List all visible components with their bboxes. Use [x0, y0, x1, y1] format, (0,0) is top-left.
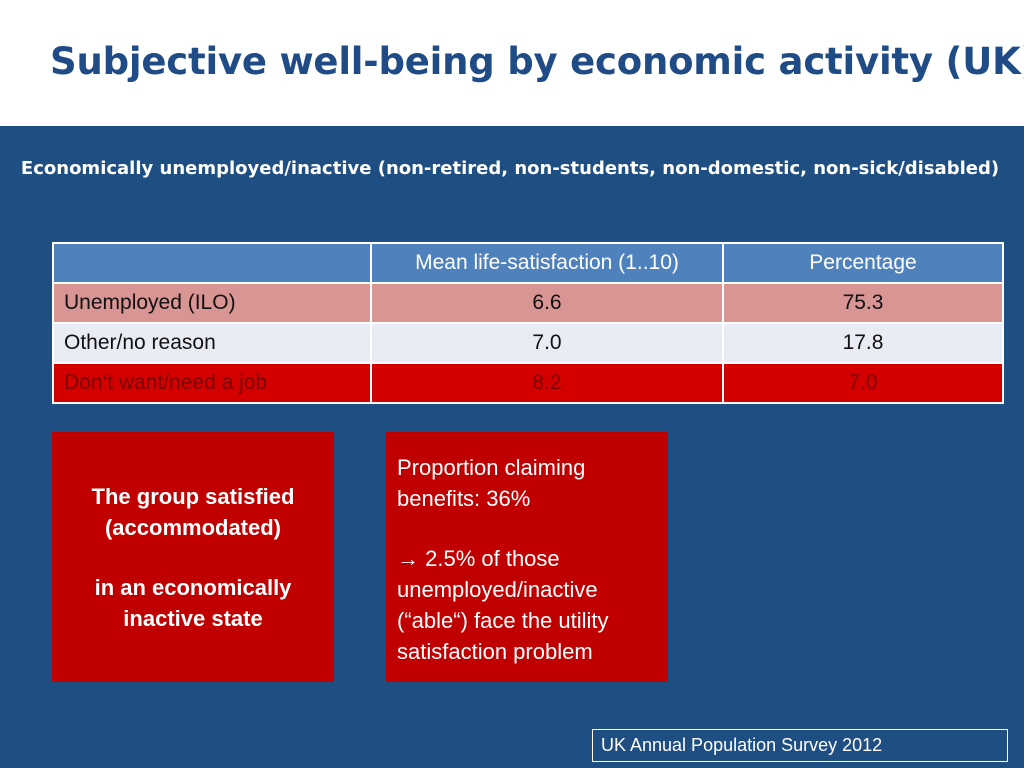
slide-subtitle: Economically unemployed/inactive (non-re…	[20, 158, 1000, 179]
row-mean: 7.0	[370, 322, 724, 364]
table-header-row: Mean life-satisfaction (1..10) Percentag…	[52, 242, 1004, 284]
row-mean: 8.2	[370, 362, 724, 404]
benefits-line-2-text: 2.5% of those unemployed/inactive (“able…	[397, 546, 609, 664]
row-label: Unemployed (ILO)	[52, 282, 372, 324]
slide-title: Subjective well-being by economic activi…	[50, 40, 1024, 83]
row-label: Don‘t want/need a job	[52, 362, 372, 404]
benefits-line-2: → 2.5% of those unemployed/inactive (“ab…	[397, 543, 658, 667]
table-row: Don‘t want/need a job 8.2 7.0	[52, 362, 1004, 404]
title-band	[0, 0, 1024, 126]
source-note: UK Annual Population Survey 2012	[592, 729, 1008, 762]
callout-line-2: in an economically inactive state	[94, 574, 292, 631]
row-percentage: 75.3	[722, 282, 1004, 324]
table-row: Other/no reason 7.0 17.8	[52, 322, 1004, 364]
row-mean: 6.6	[370, 282, 724, 324]
benefits-callout: Proportion claiming benefits: 36% → 2.5%…	[386, 432, 668, 682]
table-header-empty	[52, 242, 372, 284]
row-percentage: 17.8	[722, 322, 1004, 364]
row-label: Other/no reason	[52, 322, 372, 364]
benefits-spacer	[397, 514, 658, 543]
activity-table: Mean life-satisfaction (1..10) Percentag…	[52, 242, 1004, 404]
row-percentage: 7.0	[722, 362, 1004, 404]
satisfied-group-callout: The group satisfied (accommodated) in an…	[52, 432, 334, 682]
table-header-percentage: Percentage	[722, 242, 1004, 284]
benefits-line-1: Proportion claiming benefits: 36%	[397, 455, 586, 511]
callout-line-1: The group satisfied (accommodated)	[91, 483, 295, 540]
table-row: Unemployed (ILO) 6.6 75.3	[52, 282, 1004, 324]
table-header-mean: Mean life-satisfaction (1..10)	[370, 242, 724, 284]
right-arrow-icon: →	[397, 546, 419, 571]
